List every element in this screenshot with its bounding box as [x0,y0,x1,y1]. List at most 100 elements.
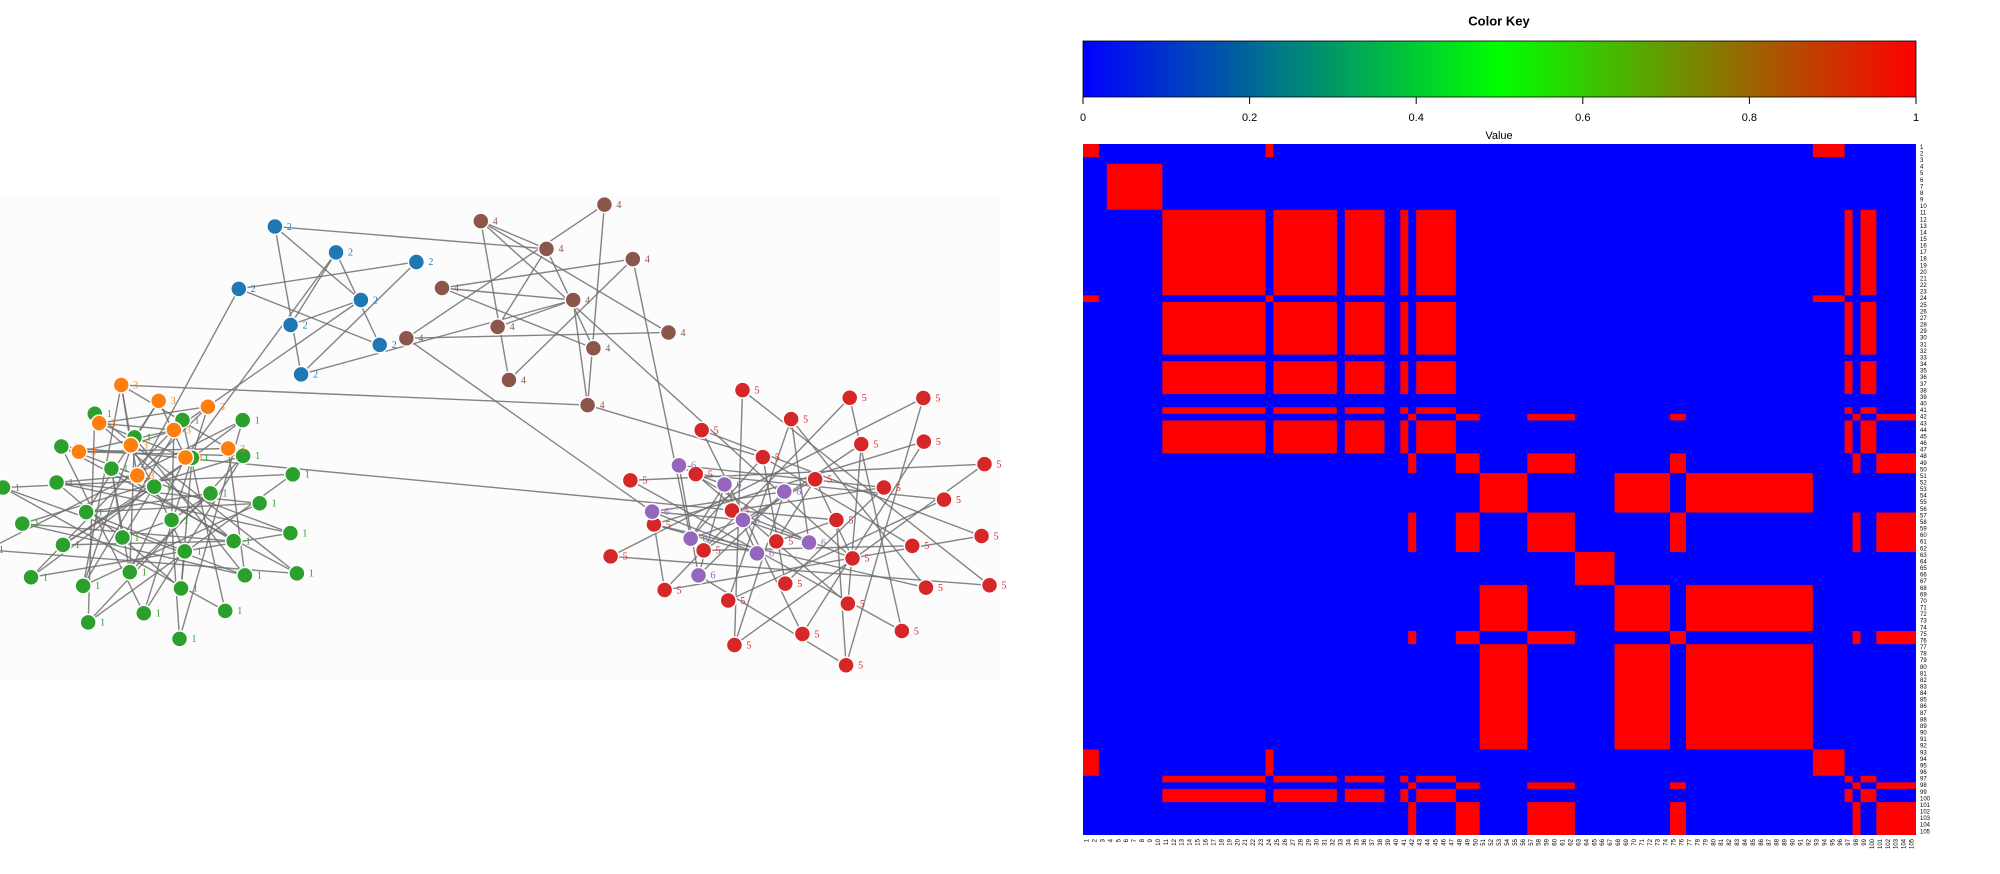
col-label: 105 [1910,838,1916,849]
row-label: 20 [1920,270,1927,276]
node [723,501,741,520]
heatmap-block [1527,782,1575,789]
heatmap-block [1408,512,1417,553]
row-label: 52 [1920,480,1927,486]
row-label: 100 [1920,796,1931,802]
heatmap-block [1416,361,1456,395]
node [643,502,661,521]
node [754,448,772,466]
key-bar [1082,40,1917,98]
col-label: 43 [1418,838,1424,845]
row-label: 85 [1920,698,1927,704]
edge [136,288,240,476]
node-label: 1 [192,634,197,645]
heatmap-block [1670,802,1686,835]
node [284,465,302,484]
col-label: 72 [1648,838,1654,845]
row-label: 58 [1920,520,1927,526]
row-label: 30 [1920,336,1927,342]
row-label: 81 [1920,671,1927,677]
node [199,397,217,416]
node [472,212,490,230]
edge [441,287,574,301]
node-label: 4 [418,333,423,344]
heatmap-block [1852,630,1861,645]
heatmap-block [1844,407,1853,414]
heatmap-block [1273,407,1337,414]
edge [62,457,193,546]
heatmap-block [1273,361,1337,395]
edge [405,337,653,513]
heatmap-block [1614,644,1671,750]
edge [480,220,510,381]
edge [698,491,785,576]
row-label: 82 [1920,678,1927,684]
node [806,470,824,489]
row-label: 63 [1920,553,1927,559]
edge [441,258,633,289]
heatmap-block [1416,301,1456,355]
heatmap-block [1852,802,1861,835]
heatmap-block [1812,749,1845,776]
edge [178,419,244,640]
node-label: 6 [703,534,708,545]
heatmap-block [1527,413,1575,421]
heatmap-block [1860,775,1877,783]
node [914,389,933,407]
col-label: 5 [1116,838,1122,842]
row-label: 66 [1920,573,1927,579]
node [827,511,846,529]
row-label: 8 [1920,191,1924,197]
row-label: 84 [1920,691,1927,697]
row-label: 67 [1920,579,1927,585]
node [715,475,734,494]
node [689,566,708,585]
row-label: 83 [1920,685,1927,691]
heatmap-block [1852,782,1861,789]
heatmap-block [1408,630,1417,645]
heatmap-block [1416,775,1456,783]
col-label: 66 [1600,838,1606,845]
row-label: 103 [1920,816,1931,822]
node-label: 3 [133,380,138,391]
row-label: 19 [1920,263,1927,269]
row-label: 42 [1920,415,1927,421]
col-label: 14 [1188,838,1194,845]
edge [441,287,594,349]
col-label: 15 [1196,838,1202,845]
heatmap-block [1416,420,1456,454]
node [370,336,389,354]
node-label: 1 [193,584,198,595]
row-label: 26 [1920,309,1927,315]
heatmap-block [1400,775,1409,783]
edge [701,429,804,635]
node [488,318,507,336]
heatmap-block [1860,420,1877,454]
node [70,443,88,461]
key-tick-label: 0 [1080,112,1086,124]
row-label: 105 [1920,829,1931,835]
col-label: 95 [1830,838,1836,845]
node-label: 4 [616,200,621,211]
edge [238,261,417,290]
node-label: 2 [287,222,292,233]
node-label: 1 [197,547,202,558]
heatmap-block [1455,630,1480,645]
row-label: 12 [1920,217,1927,223]
node-label: 5 [862,393,867,404]
col-label: 44 [1426,838,1432,845]
node [176,448,195,467]
node-label: 1 [100,618,105,629]
node-label: 5 [740,596,745,607]
node-label: 5 [708,469,713,480]
heatmap-block [1670,512,1686,553]
edge [82,384,122,587]
edge [762,457,786,584]
col-label: 70 [1632,838,1638,845]
col-label: 98 [1854,838,1860,845]
key-tick-label: 0.8 [1742,112,1757,124]
heatmap-block [1876,453,1916,474]
node-label: 6 [821,538,826,549]
heatmap-block [1083,144,1099,158]
